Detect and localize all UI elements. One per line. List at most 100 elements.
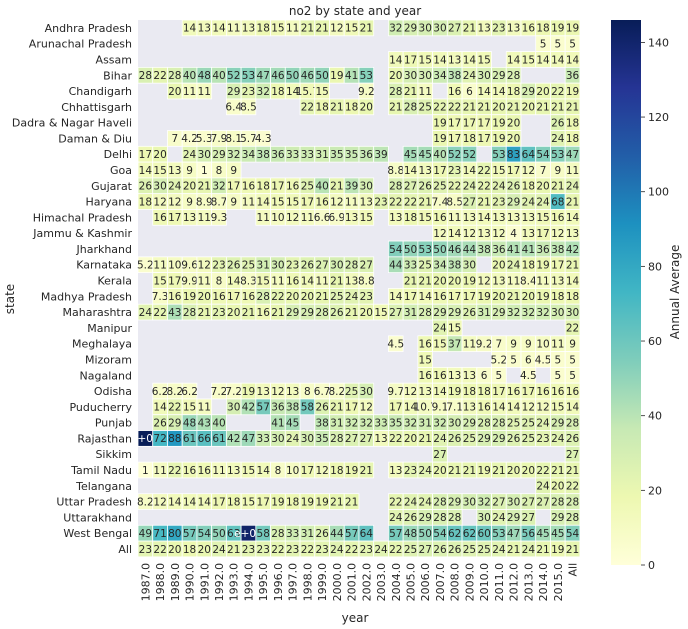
- cell-annotation: 21: [345, 496, 358, 508]
- cell-annotation: 30: [360, 386, 373, 398]
- cell-annotation: 18: [507, 86, 520, 98]
- colorbar-tick-label: 40: [648, 410, 662, 423]
- x-tick-label: 2009.0: [463, 563, 476, 602]
- cell-annotation: 22: [433, 102, 446, 114]
- cell-annotation: 32: [404, 417, 417, 429]
- cell-annotation: 14: [448, 228, 462, 240]
- cell-annotation: 29: [522, 86, 535, 98]
- cell-annotation: 18: [566, 133, 579, 145]
- cell-annotation: 19: [315, 496, 328, 508]
- x-tick-label: 1995.0: [257, 563, 270, 602]
- cell-annotation: 52: [227, 70, 240, 82]
- cell-annotation: 53: [419, 244, 432, 256]
- cell-annotation: 9: [525, 338, 532, 350]
- cell-annotation: 4.5: [520, 370, 537, 382]
- cell-annotation: 11: [198, 275, 211, 287]
- cell-annotation: 15: [536, 212, 549, 224]
- cell-annotation: 53: [242, 70, 255, 82]
- cell-annotation: 33: [404, 260, 417, 272]
- cell-annotation: 54: [198, 528, 212, 540]
- cell-annotation: 18: [286, 496, 299, 508]
- cell-annotation: 21: [507, 291, 520, 303]
- cell-annotation: 16: [448, 86, 462, 98]
- y-tick-label: Arunachal Pradesh: [29, 38, 132, 51]
- x-tick-label: 1987.0: [139, 563, 152, 602]
- cell-annotation: 15: [419, 354, 432, 366]
- cell-annotation: 24: [286, 433, 300, 445]
- cell-annotation: 30: [566, 307, 579, 319]
- cell-annotation: 29: [492, 433, 505, 445]
- cell-annotation: 28: [345, 260, 358, 272]
- x-axis-label: year: [342, 611, 369, 625]
- cell-annotation: 9: [186, 196, 193, 208]
- cell-annotation: 20: [522, 291, 535, 303]
- cell-annotation: 50: [286, 70, 299, 82]
- cell-annotation: 24: [536, 196, 550, 208]
- cell-annotation: 64: [360, 528, 374, 540]
- cell-annotation: 10: [271, 212, 284, 224]
- cell-annotation: 13: [419, 165, 432, 177]
- cell-annotation: 28: [507, 70, 520, 82]
- cell-annotation: 63: [227, 528, 240, 540]
- cell-annotation: 26: [301, 260, 315, 272]
- cell-annotation: 33: [286, 528, 299, 540]
- cell-annotation: 21: [404, 86, 417, 98]
- cell-annotation: 5: [569, 38, 576, 50]
- cell-annotation: 47: [507, 528, 520, 540]
- cell-annotation: 23: [492, 23, 505, 35]
- cell-annotation: 24: [536, 481, 550, 493]
- cell-annotation: 4.5: [535, 354, 552, 366]
- cell-annotation: 19: [566, 86, 579, 98]
- cell-annotation: 27: [389, 307, 402, 319]
- cell-annotation: 8: [216, 165, 223, 177]
- cell-annotation: 21: [463, 102, 476, 114]
- cell-annotation: 30: [360, 181, 373, 193]
- cell-annotation: 12: [198, 260, 211, 272]
- cell-annotation: 40: [212, 70, 225, 82]
- cell-annotation: 29: [507, 196, 520, 208]
- cell-annotation: 12: [551, 228, 564, 240]
- colorbar-tick-label: 0: [648, 559, 655, 572]
- cell-annotation: 12: [330, 196, 343, 208]
- cell-annotation: 66: [198, 433, 212, 445]
- cell-annotation: 20: [198, 544, 211, 556]
- cell-annotation: 12: [360, 402, 373, 414]
- cell-annotation: 20: [227, 307, 240, 319]
- cell-annotation: 19: [433, 117, 446, 129]
- cell-annotation: 26: [433, 544, 447, 556]
- cell-annotation: 22: [477, 165, 490, 177]
- cell-annotation: 15.7: [296, 86, 319, 98]
- cell-annotation: 46: [271, 70, 285, 82]
- cell-annotation: 22: [536, 465, 549, 477]
- cell-annotation: 13: [477, 228, 490, 240]
- y-tick-label: Mizoram: [85, 353, 132, 366]
- cell-annotation: 33: [374, 417, 387, 429]
- cell-annotation: 8.9: [196, 196, 213, 208]
- cell-annotation: 17: [227, 181, 240, 193]
- cell-annotation: 57: [345, 528, 358, 540]
- cell-annotation: 15: [315, 86, 328, 98]
- cell-annotation: 26: [448, 544, 462, 556]
- cell-annotation: 17: [301, 465, 314, 477]
- cell-annotation: 37: [448, 338, 461, 350]
- cell-annotation: 32: [536, 307, 549, 319]
- cell-annotation: 30: [330, 260, 343, 272]
- y-tick-label: Punjab: [95, 417, 132, 430]
- cell-annotation: 28: [551, 496, 564, 508]
- cell-annotation: 7.4: [432, 196, 449, 208]
- cell-annotation: 40: [183, 70, 196, 82]
- cell-annotation: 20: [507, 465, 520, 477]
- cell-annotation: 27: [566, 449, 579, 461]
- x-tick-label: 2005.0: [405, 563, 418, 602]
- colorbar-tick-label: 140: [648, 36, 669, 49]
- colorbar-tick-label: 120: [648, 111, 669, 124]
- cell-annotation: 32: [360, 417, 373, 429]
- cell-annotation: 20: [168, 86, 181, 98]
- y-tick-label: Kerala: [98, 275, 133, 288]
- colorbar: [611, 20, 641, 565]
- cell-annotation: 8: [304, 386, 311, 398]
- cell-annotation: 9.2: [476, 338, 493, 350]
- cell-annotation: 29: [448, 307, 461, 319]
- cell-annotation: 22: [448, 102, 461, 114]
- cell-annotation: 30: [198, 149, 211, 161]
